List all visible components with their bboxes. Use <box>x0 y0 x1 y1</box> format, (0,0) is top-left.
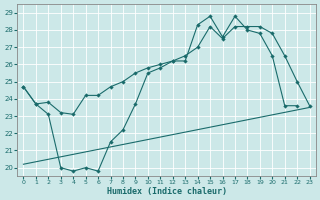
X-axis label: Humidex (Indice chaleur): Humidex (Indice chaleur) <box>107 187 227 196</box>
